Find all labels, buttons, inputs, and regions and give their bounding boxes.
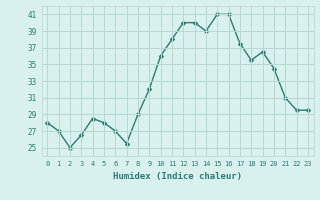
X-axis label: Humidex (Indice chaleur): Humidex (Indice chaleur) xyxy=(113,172,242,181)
